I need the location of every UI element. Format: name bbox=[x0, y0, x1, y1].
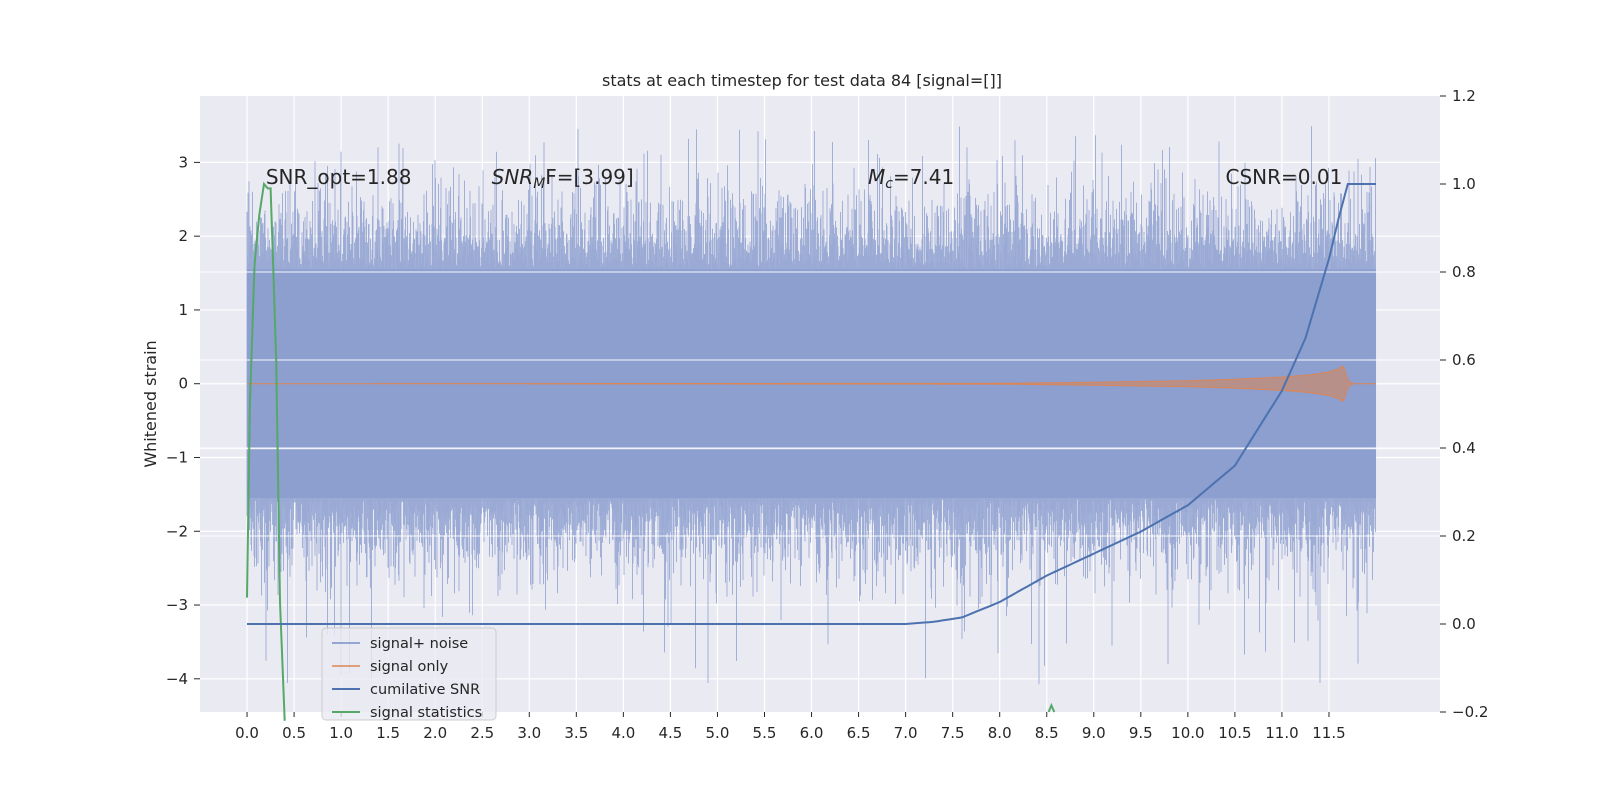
x-tick-label-2: 1.0 bbox=[329, 724, 353, 742]
y-axis-label: Whitened strain bbox=[141, 340, 160, 467]
y-tick-label-5: −2 bbox=[166, 522, 188, 540]
y2-tick-label-5: 0.2 bbox=[1452, 527, 1476, 545]
legend: signal+ noise signal only cumilative SNR si… bbox=[321, 627, 497, 721]
x-tick-label-12: 6.0 bbox=[800, 724, 824, 742]
x-axis: 0.0 0.5 1.0 1.5 2.0 2.5 3.0 3.5 4.0 4.5 5.0 5.5 6.0 6… bbox=[235, 712, 1346, 742]
y-tick-label-0: 3 bbox=[178, 153, 188, 171]
x-tick-label-22: 11.0 bbox=[1265, 724, 1298, 742]
y2-tick-label-2: 0.8 bbox=[1452, 263, 1476, 281]
signal-noise-line bbox=[246, 126, 1376, 685]
x-tick-label-5: 2.5 bbox=[470, 724, 494, 742]
signal-statistics-series bbox=[246, 181, 1056, 721]
x-tick-label-6: 3.0 bbox=[517, 724, 541, 742]
y2-tick-label-4: 0.4 bbox=[1452, 439, 1476, 457]
y-axis-left: 3 2 1 0 −1 −2 −3 −4 bbox=[166, 153, 200, 688]
x-tick-label-18: 9.0 bbox=[1082, 724, 1106, 742]
cumulative-snr-line bbox=[247, 183, 1376, 625]
y2-tick-label-7: −0.2 bbox=[1452, 703, 1488, 721]
x-tick-label-23: 11.5 bbox=[1312, 724, 1345, 742]
y2-tick-label-1: 1.0 bbox=[1452, 175, 1476, 193]
signal-statistics-blip bbox=[1047, 702, 1056, 713]
cumulative-snr-series bbox=[247, 183, 1376, 625]
annotation-3: CSNR=0.01 bbox=[1225, 165, 1342, 189]
y-tick-label-4: −1 bbox=[166, 448, 188, 466]
x-tick-label-13: 6.5 bbox=[847, 724, 871, 742]
x-tick-label-8: 4.0 bbox=[611, 724, 635, 742]
y-axis-right: 1.2 1.0 0.8 0.6 0.4 0.2 0.0 −0.2 bbox=[1440, 87, 1488, 721]
x-tick-label-21: 10.5 bbox=[1218, 724, 1251, 742]
legend-label-0: signal+ noise bbox=[370, 636, 468, 652]
annotation-0: SNR_opt=1.88 bbox=[266, 165, 412, 189]
y-tick-label-2: 1 bbox=[178, 301, 188, 319]
x-tick-label-0: 0.0 bbox=[235, 724, 259, 742]
x-tick-label-9: 4.5 bbox=[658, 724, 682, 742]
y-tick-label-6: −3 bbox=[166, 596, 188, 614]
annotations: SNR_opt=1.88 SNRMF=[3.99] Mc=7.41 CSNR=0.01 bbox=[266, 165, 1342, 192]
legend-box bbox=[321, 627, 497, 721]
x-tick-label-3: 1.5 bbox=[376, 724, 400, 742]
x-tick-label-4: 2.0 bbox=[423, 724, 447, 742]
signal-statistics-line bbox=[246, 181, 286, 721]
signal-only-series bbox=[247, 365, 1376, 403]
x-tick-label-7: 3.5 bbox=[564, 724, 588, 742]
signal-only-line bbox=[247, 365, 1376, 403]
plot-area bbox=[200, 96, 1440, 721]
legend-label-2: cumilative SNR bbox=[370, 682, 480, 698]
chart-title: stats at each timestep for test data 84 … bbox=[602, 71, 1002, 90]
y2-tick-label-6: 0.0 bbox=[1452, 615, 1476, 633]
x-tick-label-19: 9.5 bbox=[1129, 724, 1153, 742]
x-tick-label-1: 0.5 bbox=[282, 724, 306, 742]
legend-label-3: signal statistics bbox=[370, 705, 482, 721]
y-tick-label-1: 2 bbox=[178, 227, 188, 245]
y-tick-label-7: −4 bbox=[166, 670, 188, 688]
legend-label-1: signal only bbox=[370, 659, 449, 675]
y-tick-label-3: 0 bbox=[178, 375, 188, 393]
x-tick-label-16: 8.0 bbox=[988, 724, 1012, 742]
x-tick-label-10: 5.0 bbox=[706, 724, 730, 742]
x-tick-label-20: 10.0 bbox=[1171, 724, 1204, 742]
annotation-2: Mc=7.41 bbox=[868, 165, 954, 192]
x-tick-label-11: 5.5 bbox=[753, 724, 777, 742]
y2-tick-label-3: 0.6 bbox=[1452, 351, 1476, 369]
y2-tick-label-0: 1.2 bbox=[1452, 87, 1476, 105]
annotation-1: SNRMF=[3.99] bbox=[492, 165, 634, 192]
x-tick-label-15: 7.5 bbox=[941, 724, 965, 742]
x-tick-label-17: 8.5 bbox=[1035, 724, 1059, 742]
x-tick-label-14: 7.0 bbox=[894, 724, 918, 742]
